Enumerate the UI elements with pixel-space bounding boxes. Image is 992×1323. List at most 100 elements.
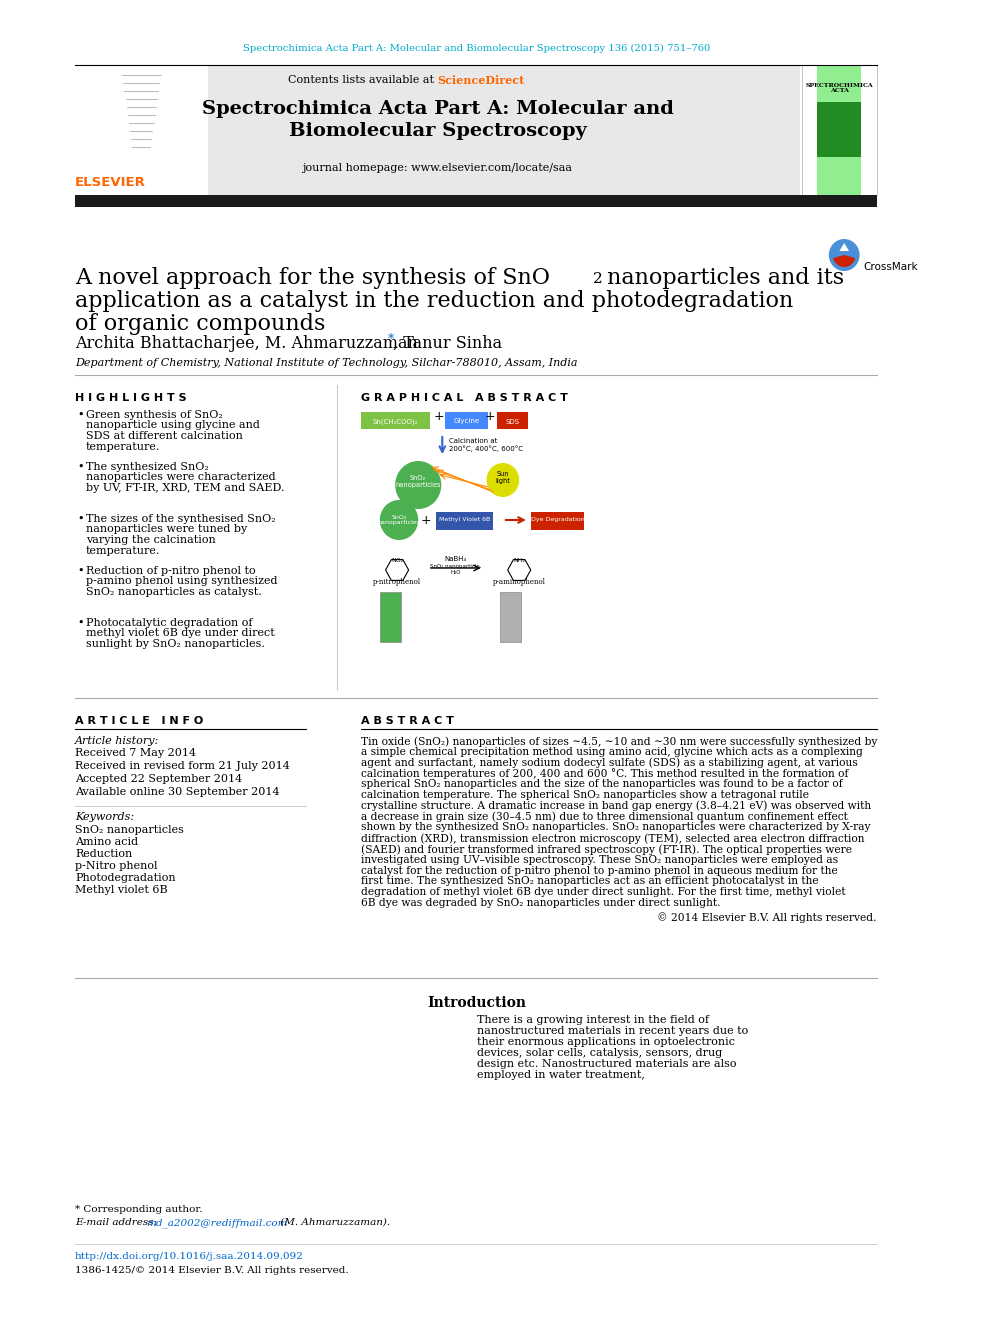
Text: p-Nitro phenol: p-Nitro phenol: [75, 861, 158, 871]
Bar: [817, 157, 861, 194]
Text: http://dx.doi.org/10.1016/j.saa.2014.09.092: http://dx.doi.org/10.1016/j.saa.2014.09.…: [75, 1252, 304, 1261]
Text: Calcination at
200°C, 400°C, 600°C: Calcination at 200°C, 400°C, 600°C: [449, 438, 523, 452]
Text: application as a catalyst in the reduction and photodegradation: application as a catalyst in the reducti…: [75, 290, 794, 312]
Text: Received in revised form 21 July 2014: Received in revised form 21 July 2014: [75, 761, 290, 771]
Text: © 2014 Elsevier B.V. All rights reserved.: © 2014 Elsevier B.V. All rights reserved…: [658, 912, 877, 922]
Text: SnO₂ nanoparticles as catalyst.: SnO₂ nanoparticles as catalyst.: [85, 587, 261, 597]
Text: methyl violet 6B dye under direct: methyl violet 6B dye under direct: [85, 628, 275, 639]
Bar: [531, 512, 583, 531]
Text: Keywords:: Keywords:: [75, 812, 134, 822]
Text: 1386-1425/© 2014 Elsevier B.V. All rights reserved.: 1386-1425/© 2014 Elsevier B.V. All right…: [75, 1266, 348, 1275]
Text: * Corresponding author.: * Corresponding author.: [75, 1205, 202, 1215]
Text: SDS at different calcination: SDS at different calcination: [85, 431, 242, 441]
Text: p-amino phenol using synthesized: p-amino phenol using synthesized: [85, 577, 277, 586]
Text: calcination temperatures of 200, 400 and 600 °C. This method resulted in the for: calcination temperatures of 200, 400 and…: [360, 769, 848, 779]
Text: SnO₂ nanoparticles: SnO₂ nanoparticles: [75, 826, 184, 835]
Text: a decrease in grain size (30–4.5 nm) due to three dimensional quantum confinemen: a decrease in grain size (30–4.5 nm) due…: [360, 811, 847, 822]
Text: 2: 2: [593, 273, 603, 286]
Wedge shape: [833, 255, 855, 267]
Text: A R T I C L E   I N F O: A R T I C L E I N F O: [75, 716, 203, 726]
Circle shape: [486, 463, 519, 497]
Text: a simple chemical precipitation method using amino acid, glycine which acts as a: a simple chemical precipitation method u…: [360, 746, 862, 757]
Text: diffraction (XRD), transmission electron microscopy (TEM), selected area electro: diffraction (XRD), transmission electron…: [360, 833, 864, 844]
Text: SPECTROCHIMICA
ACTA: SPECTROCHIMICA ACTA: [806, 82, 873, 94]
Text: Tin oxide (SnO₂) nanoparticles of sizes ∼4.5, ∼10 and ∼30 nm were successfully s: Tin oxide (SnO₂) nanoparticles of sizes …: [360, 736, 877, 746]
Text: Received 7 May 2014: Received 7 May 2014: [75, 747, 196, 758]
Text: SnO₂
nanoparticles: SnO₂ nanoparticles: [378, 515, 421, 525]
Text: G R A P H I C A L   A B S T R A C T: G R A P H I C A L A B S T R A C T: [360, 393, 567, 404]
Text: design etc. Nanostructured materials are also: design etc. Nanostructured materials are…: [477, 1058, 736, 1069]
Text: Green synthesis of SnO₂: Green synthesis of SnO₂: [85, 410, 222, 419]
Text: Dye Degradation: Dye Degradation: [531, 517, 584, 523]
Bar: [75, 194, 877, 206]
Text: (M. Ahmaruzzaman).: (M. Ahmaruzzaman).: [277, 1218, 390, 1226]
Text: NH₂: NH₂: [513, 558, 525, 564]
Text: employed in water treatment,: employed in water treatment,: [477, 1070, 645, 1080]
Text: sunlight by SnO₂ nanoparticles.: sunlight by SnO₂ nanoparticles.: [85, 639, 265, 650]
Text: Department of Chemistry, National Institute of Technology, Silchar-788010, Assam: Department of Chemistry, National Instit…: [75, 359, 577, 368]
Bar: [817, 65, 861, 102]
Text: Methyl Violet 6B: Methyl Violet 6B: [438, 517, 490, 523]
Text: p-aminophenol: p-aminophenol: [493, 578, 546, 586]
Text: A novel approach for the synthesis of SnO: A novel approach for the synthesis of Sn…: [75, 267, 550, 288]
Text: +: +: [421, 513, 432, 527]
Text: Reduction: Reduction: [75, 849, 132, 859]
Text: shown by the synthesized SnO₂ nanoparticles. SnO₂ nanoparticles were characteriz: shown by the synthesized SnO₂ nanopartic…: [360, 823, 870, 832]
Text: agent and surfactant, namely sodium dodecyl sulfate (SDS) as a stabilizing agent: agent and surfactant, namely sodium dode…: [360, 758, 857, 769]
Text: spherical SnO₂ nanoparticles and the size of the nanoparticles was found to be a: spherical SnO₂ nanoparticles and the siz…: [360, 779, 842, 790]
Text: temperature.: temperature.: [85, 545, 160, 556]
Text: (SAED) and fourier transformed infrared spectroscopy (FT-IR). The optical proper: (SAED) and fourier transformed infrared …: [360, 844, 851, 855]
Text: investigated using UV–visible spectroscopy. These SnO₂ nanoparticles were employ: investigated using UV–visible spectrosco…: [360, 855, 837, 865]
Text: There is a growing interest in the field of: There is a growing interest in the field…: [477, 1015, 709, 1025]
Circle shape: [380, 500, 419, 540]
Text: Spectrochimica Acta Part A: Molecular and Biomolecular Spectroscopy 136 (2015) 7: Spectrochimica Acta Part A: Molecular an…: [243, 44, 710, 53]
Text: NaBH₄: NaBH₄: [444, 556, 467, 562]
Text: E-mail address:: E-mail address:: [75, 1218, 161, 1226]
Text: calcination temperature. The spherical SnO₂ nanoparticles show a tetragonal ruti: calcination temperature. The spherical S…: [360, 790, 808, 800]
Bar: [75, 65, 207, 194]
Text: nanoparticles were characterized: nanoparticles were characterized: [85, 472, 275, 483]
Polygon shape: [839, 243, 849, 251]
Text: Amino acid: Amino acid: [75, 837, 138, 847]
Text: Available online 30 September 2014: Available online 30 September 2014: [75, 787, 280, 796]
Bar: [380, 591, 401, 642]
Text: Article history:: Article history:: [75, 736, 160, 746]
Text: ELSEVIER: ELSEVIER: [75, 176, 146, 188]
Text: 6B dye was degraded by SnO₂ nanoparticles under direct sunlight.: 6B dye was degraded by SnO₂ nanoparticle…: [360, 898, 720, 908]
Text: Accepted 22 September 2014: Accepted 22 September 2014: [75, 774, 242, 785]
Text: temperature.: temperature.: [85, 442, 160, 451]
Circle shape: [828, 239, 860, 271]
Text: md_a2002@rediffmail.com: md_a2002@rediffmail.com: [146, 1218, 288, 1228]
Text: nanoparticle using glycine and: nanoparticle using glycine and: [85, 421, 260, 430]
Text: nanostructured materials in recent years due to: nanostructured materials in recent years…: [477, 1027, 748, 1036]
Bar: [75, 65, 800, 194]
Text: Methyl violet 6B: Methyl violet 6B: [75, 885, 168, 894]
Bar: [445, 411, 488, 429]
Text: varying the calcination: varying the calcination: [85, 534, 215, 545]
Text: H I G H L I G H T S: H I G H L I G H T S: [75, 393, 186, 404]
Text: Archita Bhattacharjee, M. Ahmaruzzaman: Archita Bhattacharjee, M. Ahmaruzzaman: [75, 335, 418, 352]
Text: The synthesized SnO₂: The synthesized SnO₂: [85, 462, 208, 472]
Text: catalyst for the reduction of p-nitro phenol to p-amino phenol in aqueous medium: catalyst for the reduction of p-nitro ph…: [360, 865, 837, 876]
Text: Introduction: Introduction: [428, 996, 527, 1009]
Text: nanoparticles and its: nanoparticles and its: [600, 267, 844, 288]
Text: ScienceDirect: ScienceDirect: [437, 74, 525, 86]
Text: The sizes of the synthesised SnO₂: The sizes of the synthesised SnO₂: [85, 515, 275, 524]
Text: •: •: [77, 410, 83, 419]
Bar: [802, 65, 877, 194]
Text: CrossMark: CrossMark: [863, 262, 918, 273]
Text: •: •: [77, 515, 83, 524]
Text: devices, solar cells, catalysis, sensors, drug: devices, solar cells, catalysis, sensors…: [477, 1048, 722, 1058]
Text: Spectrochimica Acta Part A: Molecular and
Biomolecular Spectroscopy: Spectrochimica Acta Part A: Molecular an…: [201, 99, 674, 140]
Text: of organic compounds: of organic compounds: [75, 314, 325, 335]
Text: +: +: [434, 410, 444, 423]
Text: Sn(CH₃COO)₂: Sn(CH₃COO)₂: [372, 418, 418, 425]
Text: Reduction of p-nitro phenol to: Reduction of p-nitro phenol to: [85, 566, 255, 576]
Text: degradation of methyl violet 6B dye under direct sunlight. For the first time, m: degradation of methyl violet 6B dye unde…: [360, 888, 845, 897]
Text: Sun
light: Sun light: [495, 471, 510, 483]
Text: first time. The synthesized SnO₂ nanoparticles act as an efficient photocatalyst: first time. The synthesized SnO₂ nanopar…: [360, 876, 818, 886]
Text: their enormous applications in optoelectronic: their enormous applications in optoelect…: [477, 1037, 735, 1046]
Text: +: +: [485, 410, 496, 423]
Bar: [500, 591, 521, 642]
Text: , Tanur Sinha: , Tanur Sinha: [393, 335, 502, 352]
